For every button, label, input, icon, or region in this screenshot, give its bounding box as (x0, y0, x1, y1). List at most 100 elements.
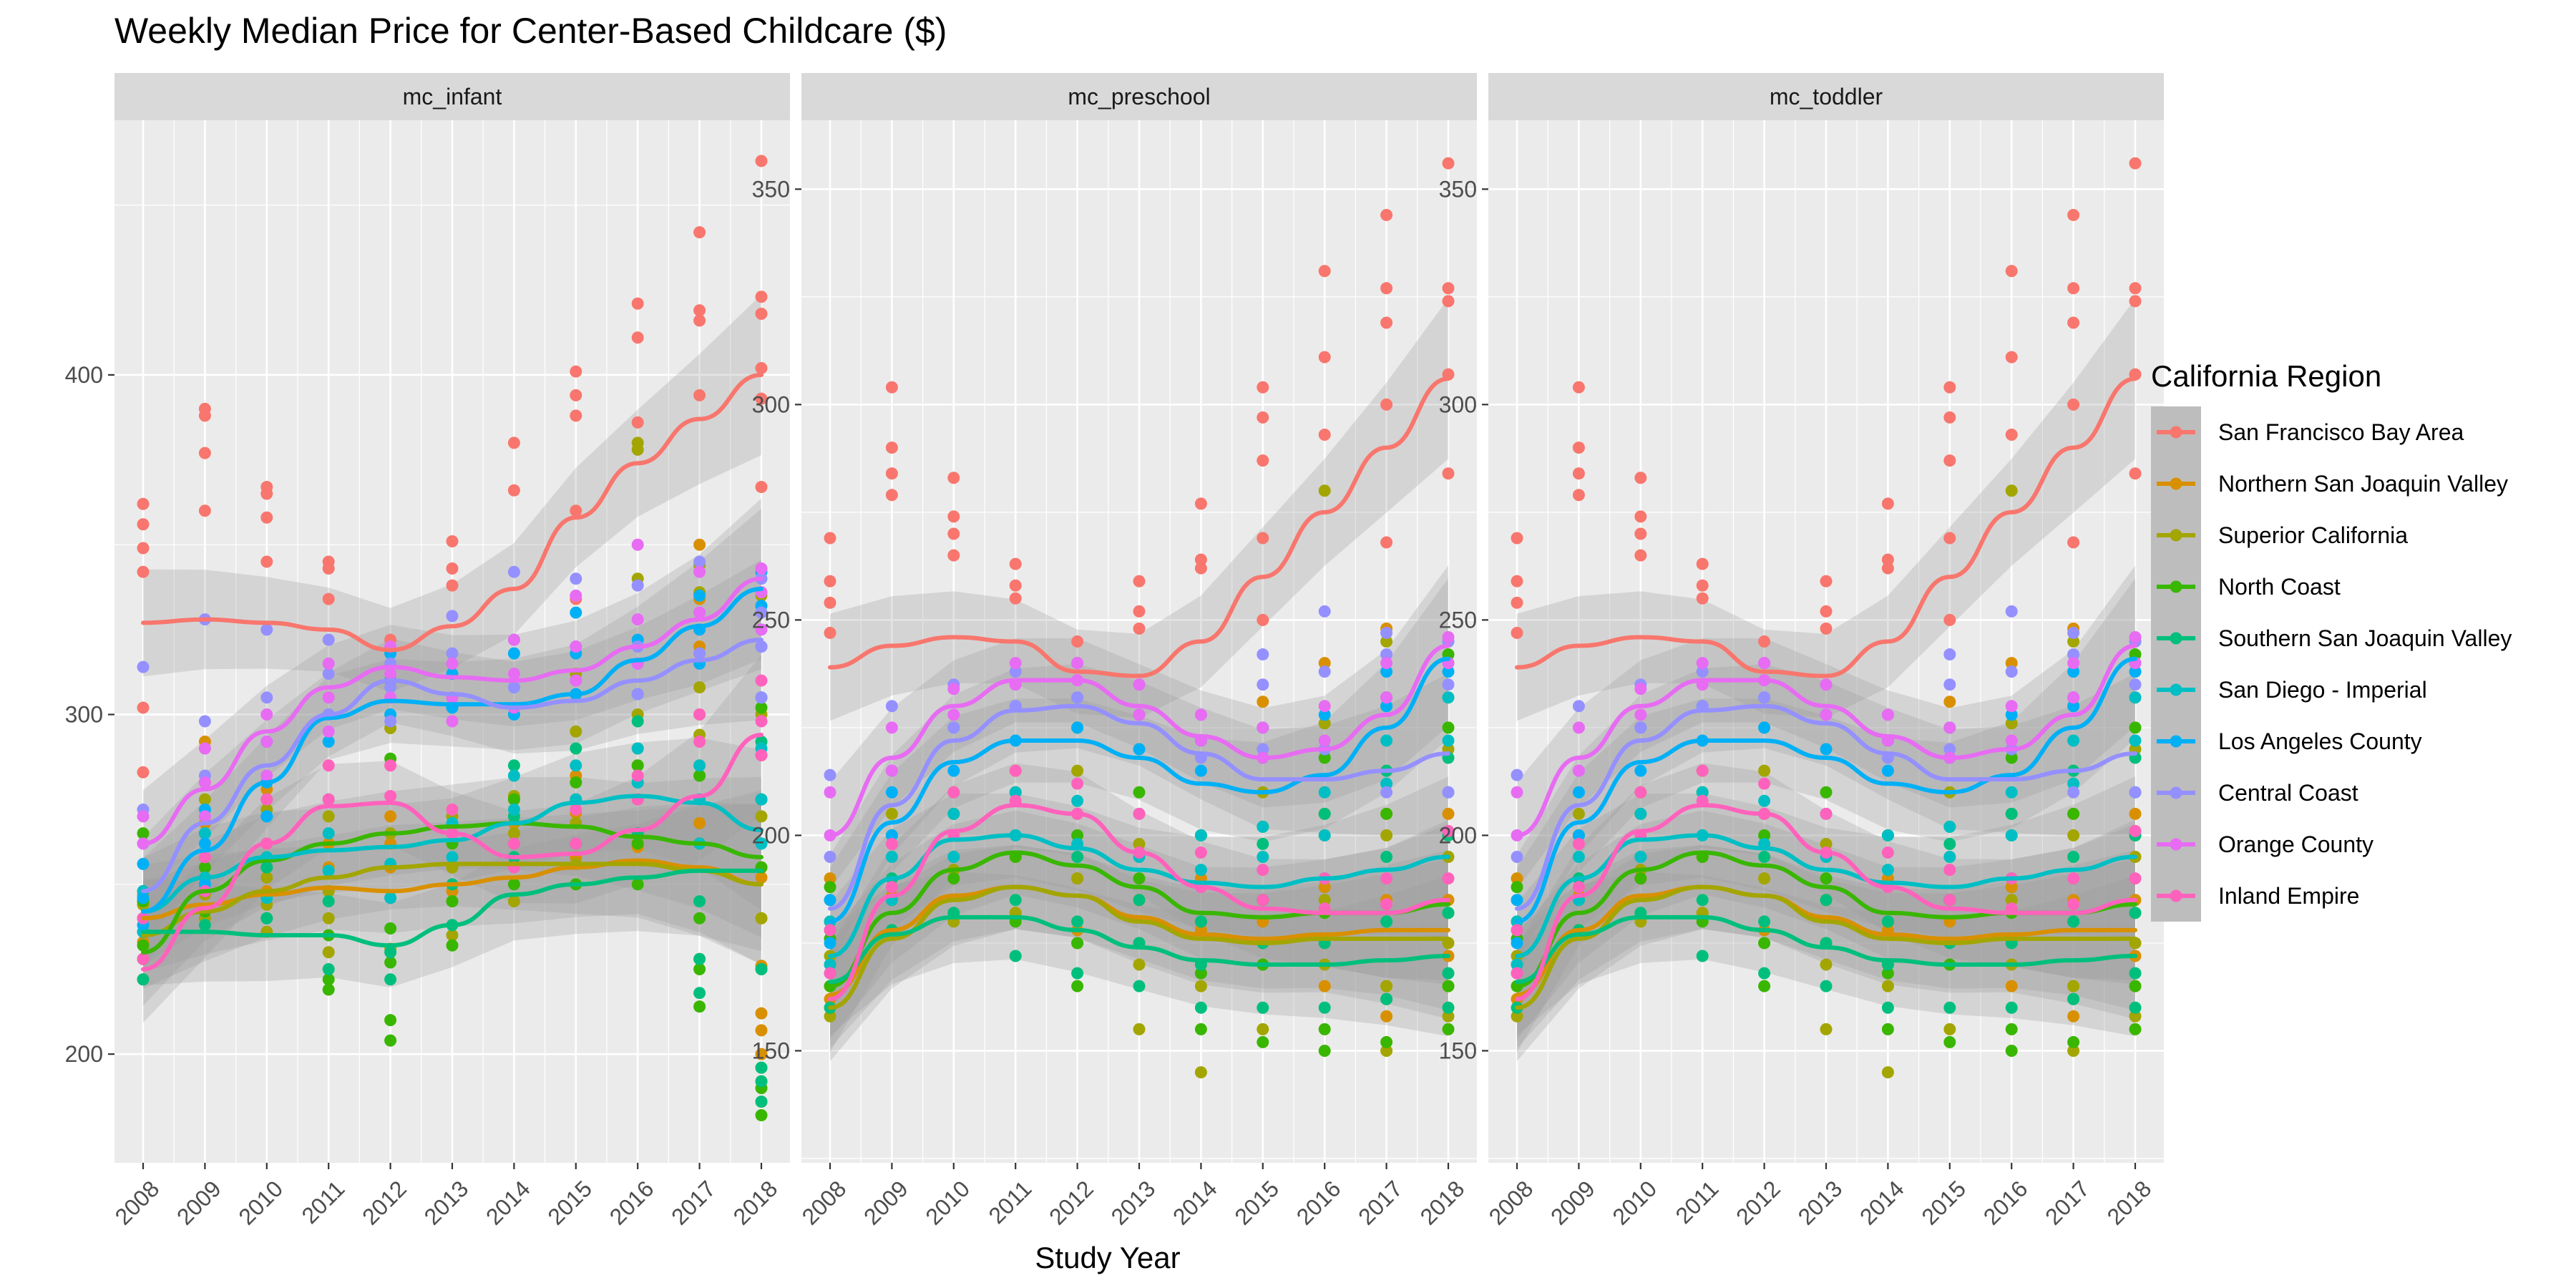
data-point (570, 725, 582, 738)
data-point (755, 640, 768, 653)
data-point (1511, 894, 1523, 907)
data-point (198, 861, 211, 874)
y-tick-label: 300 (752, 391, 790, 417)
data-point (198, 837, 211, 850)
data-point (322, 983, 335, 996)
data-point (322, 962, 335, 975)
data-point (1071, 915, 1084, 928)
data-point (1380, 898, 1393, 911)
data-point (1881, 915, 1894, 928)
data-point (2005, 786, 2018, 799)
data-point (1380, 316, 1393, 329)
data-point (1133, 807, 1146, 820)
data-point (446, 579, 459, 592)
data-point (755, 871, 768, 884)
data-point (1257, 454, 1269, 467)
data-point (1257, 381, 1269, 394)
data-point (693, 1000, 706, 1013)
data-point (885, 786, 898, 799)
data-point (755, 1024, 768, 1037)
data-point (1820, 1023, 1833, 1035)
data-point (570, 837, 582, 850)
legend-item: North Coast (2151, 561, 2341, 613)
data-point (1257, 678, 1269, 691)
data-point (755, 793, 768, 806)
smooth-line-0 (141, 372, 763, 653)
data-point (1511, 851, 1523, 864)
facet-strip (801, 73, 1477, 120)
confidence-band-3 (830, 810, 1448, 1040)
data-point (2005, 351, 2018, 364)
confidence-band-6 (830, 578, 1448, 975)
data-point (1380, 691, 1393, 704)
data-point (507, 793, 520, 806)
data-point (755, 155, 768, 167)
data-point (755, 691, 768, 704)
data-point (322, 562, 335, 575)
data-point (1634, 549, 1647, 562)
data-point (1194, 497, 1207, 510)
confidence-band-5 (1517, 776, 2135, 1010)
data-point (1380, 626, 1393, 639)
data-point (198, 504, 211, 517)
data-point (1881, 1066, 1894, 1079)
data-point (1442, 1010, 1455, 1023)
data-point (755, 748, 768, 761)
data-point (260, 912, 273, 924)
data-point (2129, 157, 2142, 170)
data-point (1758, 829, 1771, 841)
data-point (2005, 1023, 2018, 1035)
data-point (570, 803, 582, 816)
facet-strip-label: mc_infant (403, 84, 502, 109)
y-tick-label: 250 (1439, 607, 1477, 633)
data-point (322, 657, 335, 670)
data-point (824, 575, 836, 587)
data-point (137, 542, 150, 555)
data-point (947, 764, 960, 777)
data-point (570, 504, 582, 517)
data-point (1194, 967, 1207, 980)
data-point (2129, 980, 2142, 992)
data-point (507, 633, 520, 646)
smooth-line-7 (828, 703, 1450, 911)
smooth-line-9 (828, 803, 1450, 1002)
data-point (885, 441, 898, 454)
legend-item: Superior California (2151, 509, 2408, 561)
legend-label: San Francisco Bay Area (2218, 419, 2464, 445)
data-point (1380, 665, 1393, 678)
data-point (2129, 721, 2142, 734)
legend-key-point (2170, 735, 2182, 748)
data-point (446, 657, 459, 670)
data-point (384, 681, 397, 694)
data-point (1943, 696, 1956, 708)
data-point (2067, 1035, 2080, 1048)
y-tick-label: 400 (65, 362, 103, 388)
data-point (1009, 579, 1022, 592)
data-point (1820, 980, 1833, 992)
data-point (1820, 807, 1833, 820)
data-point (755, 1109, 768, 1122)
data-point (947, 721, 960, 734)
y-tick-label: 300 (1439, 391, 1477, 417)
data-point (824, 1010, 836, 1023)
data-point (885, 721, 898, 734)
data-point (1881, 864, 1894, 877)
data-point (947, 683, 960, 696)
data-point (947, 472, 960, 484)
data-point (2005, 1001, 2018, 1014)
data-point (1194, 864, 1207, 877)
data-point (1634, 872, 1647, 885)
data-point (1380, 648, 1393, 661)
data-point (1758, 915, 1771, 928)
data-point (824, 851, 836, 864)
data-point (824, 937, 836, 950)
data-point (570, 674, 582, 687)
data-point (1943, 837, 1956, 850)
data-point (1380, 734, 1393, 747)
data-point (1009, 786, 1022, 799)
legend-item: San Diego - Imperial (2151, 664, 2427, 716)
data-point (1257, 411, 1269, 424)
data-point (507, 803, 520, 816)
smooth-line-4 (1515, 914, 2137, 985)
